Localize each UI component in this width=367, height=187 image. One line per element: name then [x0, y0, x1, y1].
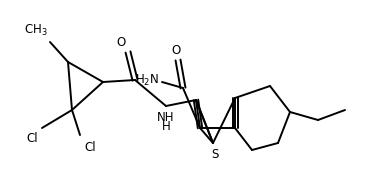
Text: O: O: [171, 44, 181, 57]
Text: Cl: Cl: [84, 141, 96, 154]
Text: NH: NH: [157, 111, 175, 124]
Text: O: O: [117, 36, 126, 49]
Text: CH$_3$: CH$_3$: [24, 23, 48, 38]
Text: H$_2$N: H$_2$N: [135, 72, 159, 88]
Text: S: S: [211, 148, 219, 161]
Text: H: H: [161, 120, 170, 133]
Text: Cl: Cl: [26, 132, 38, 145]
